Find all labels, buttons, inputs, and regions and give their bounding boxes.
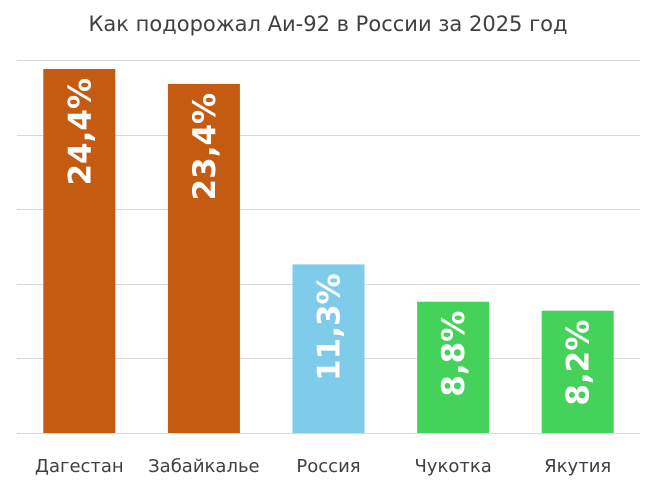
category-label: Россия	[296, 456, 360, 477]
category-label: Забайкалье	[148, 456, 260, 477]
data-label: 11,3%	[312, 273, 348, 381]
bar	[167, 83, 240, 434]
data-label: 8,8%	[436, 311, 472, 397]
data-label: 8,2%	[561, 320, 597, 406]
bar	[541, 310, 614, 433]
data-label: 23,4%	[187, 93, 223, 201]
bar	[417, 301, 490, 433]
category-label: Якутия	[544, 456, 611, 477]
category-label: Чукотка	[414, 456, 491, 477]
chart-title: Как подорожал Аи-92 в России за 2025 год	[88, 12, 568, 36]
bar	[292, 264, 365, 433]
category-label: Дагестан	[35, 456, 124, 477]
data-label: 24,4%	[62, 78, 98, 186]
bar	[43, 69, 116, 433]
